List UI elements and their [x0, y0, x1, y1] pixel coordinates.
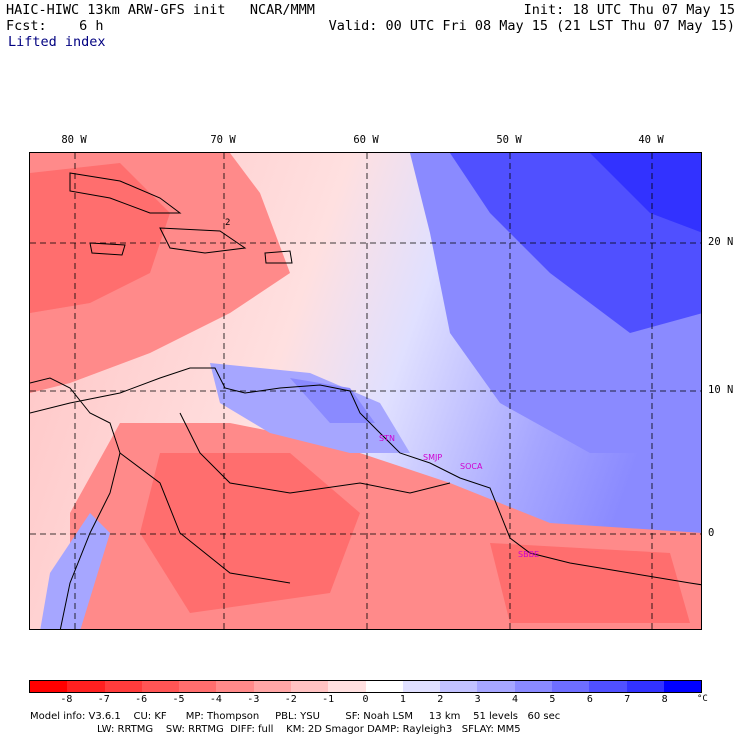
colorbar-tick-label: 8	[661, 694, 668, 705]
stable-core-venezuela	[290, 378, 375, 423]
colorbar-tick-label: 1	[399, 694, 406, 705]
stable-tongue-venezuela	[210, 363, 410, 453]
colorbar-swatch	[290, 681, 329, 692]
coastline-cuba	[69, 172, 182, 214]
colorbar-swatch	[402, 681, 441, 692]
lat-label-10n: 10 N	[708, 384, 734, 396]
colorbar-swatch	[179, 681, 217, 692]
colorbar-swatch	[551, 681, 590, 692]
colorbar-swatch	[365, 681, 403, 692]
lifted-index-map: 2 STN SMJP SOCA SBBE	[29, 152, 702, 630]
lon-label-80w: 80 W	[61, 134, 87, 146]
lat-label-20n: 20 N	[708, 236, 734, 248]
init-time: Init: 18 UTC Thu 07 May 15	[523, 2, 735, 18]
colorbar-tick-label: -2	[284, 694, 297, 705]
plot-title: HAIC-HIWC 13km ARW-GFS init NCAR/MMM	[6, 2, 315, 18]
colorbar-tick-label: -7	[97, 694, 110, 705]
coastline-central-america	[30, 377, 121, 629]
lat-label-equator: 0	[708, 527, 715, 539]
valid-time: Valid: 00 UTC Fri 08 May 15 (21 LST Thu …	[328, 18, 735, 34]
colorbar-tick-label: 2	[437, 694, 444, 705]
colorbar-tick-label: 4	[512, 694, 519, 705]
city-label-stn: STN	[379, 434, 395, 443]
colorbar-swatch	[253, 681, 291, 692]
border-interior	[179, 412, 451, 494]
colorbar-unit: °C	[697, 694, 708, 704]
colorbar-swatch	[104, 681, 142, 692]
model-info-line2: LW: RRTMG SW: RRTMG DIFF: full KM: 2D Sm…	[97, 724, 521, 735]
lon-label-50w: 50 W	[496, 134, 522, 146]
unstable-core-caribbean	[30, 163, 170, 313]
model-info-line1: Model info: V3.6.1 CU: KF MP: Thompson P…	[30, 711, 561, 722]
colorbar-swatch	[663, 681, 702, 692]
colorbar-tick-label: -8	[60, 694, 73, 705]
forecast-hour: Fcst: 6 h	[6, 18, 104, 34]
coastline-puerto-rico	[264, 250, 293, 264]
colorbar	[29, 680, 702, 693]
colorbar-swatch	[141, 681, 180, 692]
border-interior-2	[119, 452, 291, 584]
lon-label-60w: 60 W	[353, 134, 379, 146]
field-name: Lifted index	[8, 34, 106, 50]
unstable-core-amazon	[490, 543, 690, 623]
colorbar-swatch	[67, 681, 105, 692]
colorbar-swatch	[589, 681, 627, 692]
colorbar-tick-label: 3	[474, 694, 481, 705]
contour-label: 2	[225, 218, 230, 228]
colorbar-swatch	[328, 681, 366, 692]
colorbar-tick-label: 6	[586, 694, 593, 705]
unstable-core-south-america	[140, 453, 360, 613]
colorbar-swatch	[440, 681, 478, 692]
colorbar-tick-label: -6	[135, 694, 148, 705]
colorbar-tick-label: -3	[247, 694, 260, 705]
colorbar-tick-label: 7	[624, 694, 631, 705]
colorbar-tick-label: -1	[322, 694, 335, 705]
colorbar-swatch	[30, 681, 68, 692]
colorbar-tick-label: 5	[549, 694, 556, 705]
colorbar-swatch	[626, 681, 664, 692]
colorbar-tick-label: -5	[172, 694, 185, 705]
colorbar-tick-label: -4	[209, 694, 222, 705]
coastline-hispaniola	[159, 227, 247, 254]
coastline-south-america	[30, 367, 701, 586]
colorbar-tick-label: 0	[362, 694, 369, 705]
lon-label-40w: 40 W	[638, 134, 664, 146]
colorbar-swatch	[514, 681, 552, 692]
city-label-soca: SOCA	[460, 462, 483, 471]
colorbar-swatch	[216, 681, 254, 692]
colorbar-swatch	[477, 681, 515, 692]
stable-edge-ne	[590, 153, 701, 233]
coastline-jamaica	[89, 242, 126, 256]
city-label-sbbe: SBBE	[518, 550, 539, 559]
city-label-smjp: SMJP	[423, 453, 442, 462]
lon-label-70w: 70 W	[210, 134, 236, 146]
